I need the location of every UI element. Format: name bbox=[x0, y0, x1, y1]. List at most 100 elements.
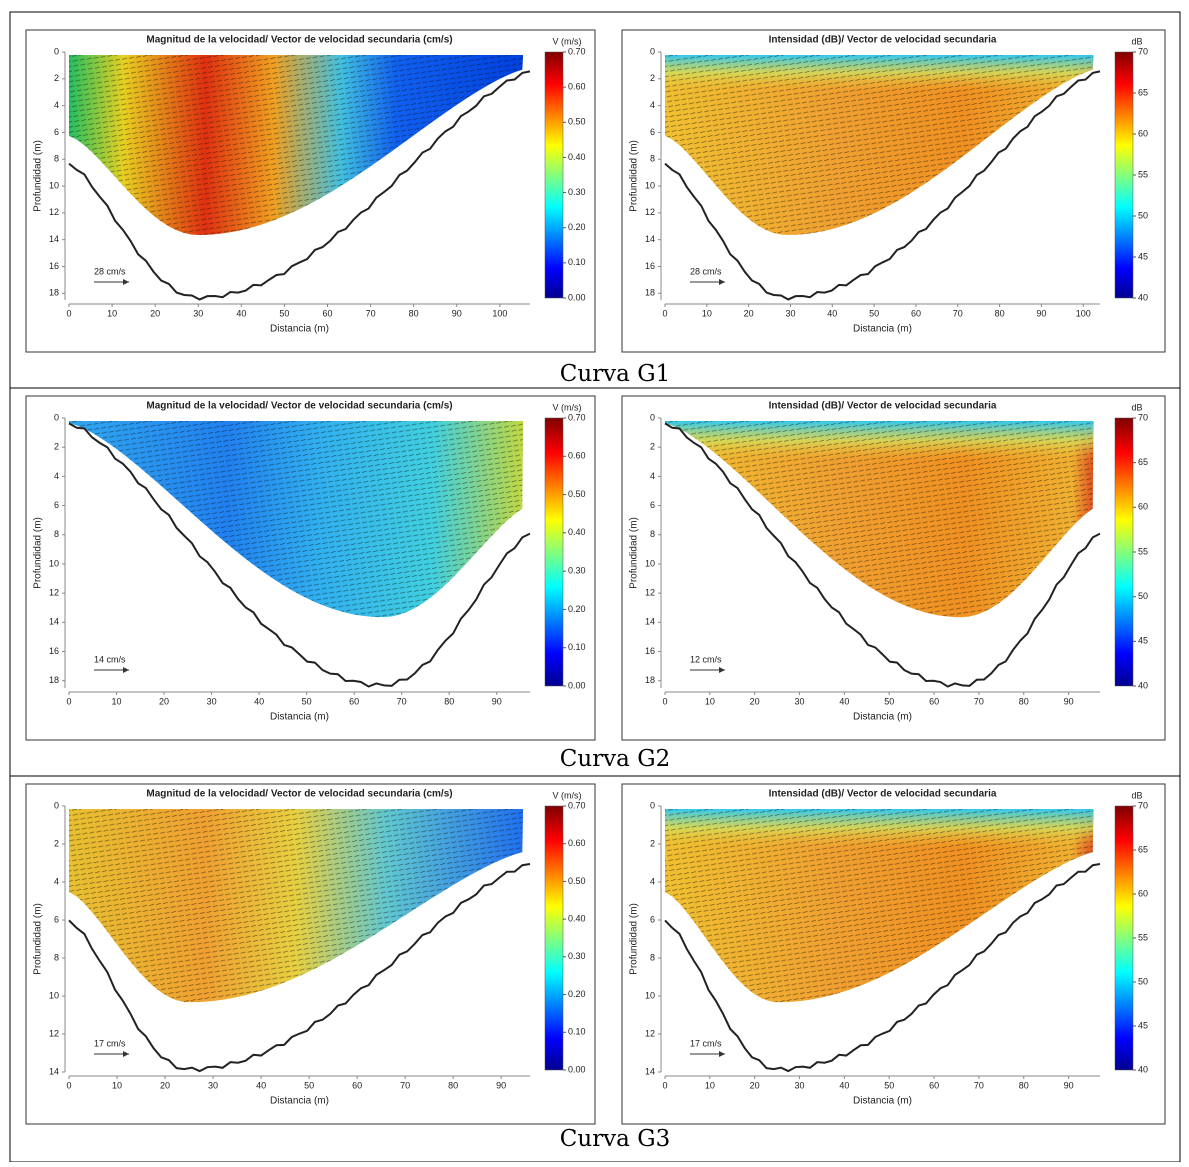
y-tick-label: 8 bbox=[650, 529, 655, 539]
vector-field bbox=[69, 809, 524, 1003]
y-tick-label: 6 bbox=[650, 500, 655, 510]
y-tick-label: 2 bbox=[54, 838, 59, 848]
x-tick-label: 50 bbox=[302, 696, 312, 706]
x-tick-label: 80 bbox=[444, 696, 454, 706]
y-tick-label: 2 bbox=[650, 442, 655, 452]
colorbar-label: V (m/s) bbox=[553, 790, 582, 800]
x-tick-label: 90 bbox=[1036, 308, 1046, 318]
x-tick-label: 40 bbox=[256, 1080, 266, 1090]
x-tick-label: 0 bbox=[66, 1080, 71, 1090]
y-tick-label: 14 bbox=[645, 1066, 655, 1076]
panel-title: Magnitud de la velocidad/ Vector de velo… bbox=[146, 35, 452, 46]
colorbar-tick-label: 0.00 bbox=[568, 292, 586, 302]
x-tick-label: 60 bbox=[349, 696, 359, 706]
x-tick-label: 70 bbox=[366, 308, 376, 318]
panel-title: Magnitud de la velocidad/ Vector de velo… bbox=[146, 789, 452, 800]
x-tick-label: 60 bbox=[929, 696, 939, 706]
panel-title: Magnitud de la velocidad/ Vector de velo… bbox=[146, 401, 452, 412]
x-tick-label: 30 bbox=[207, 696, 217, 706]
y-tick-label: 16 bbox=[645, 646, 655, 656]
y-tick-label: 8 bbox=[54, 952, 59, 962]
x-tick-label: 40 bbox=[839, 1080, 849, 1090]
scale-arrowhead bbox=[719, 667, 725, 673]
y-tick-label: 12 bbox=[49, 207, 59, 217]
y-tick-label: 4 bbox=[650, 100, 655, 110]
x-tick-label: 70 bbox=[397, 696, 407, 706]
caption: Curva G2 bbox=[560, 746, 670, 772]
colorbar-tick-label: 0.10 bbox=[568, 257, 586, 267]
y-tick-label: 14 bbox=[49, 1066, 59, 1076]
colorbar-tick-label: 0.20 bbox=[568, 222, 586, 232]
y-tick-label: 12 bbox=[645, 1028, 655, 1038]
x-tick-label: 0 bbox=[662, 1080, 667, 1090]
x-tick-label: 10 bbox=[705, 1080, 715, 1090]
vector-field bbox=[665, 809, 1094, 1003]
colorbar-tick-label: 40 bbox=[1138, 680, 1148, 690]
x-tick-label: 70 bbox=[974, 696, 984, 706]
caption: Curva G3 bbox=[560, 1126, 670, 1152]
x-tick-label: 100 bbox=[492, 308, 507, 318]
y-tick-label: 18 bbox=[645, 288, 655, 298]
colorbar bbox=[1114, 805, 1134, 1071]
colorbar-tick-label: 55 bbox=[1138, 169, 1148, 179]
colorbar-tick-label: 60 bbox=[1138, 502, 1148, 512]
y-tick-label: 12 bbox=[49, 588, 59, 598]
y-tick-label: 4 bbox=[54, 876, 59, 886]
y-tick-label: 12 bbox=[645, 588, 655, 598]
x-tick-label: 0 bbox=[66, 308, 71, 318]
y-tick-label: 0 bbox=[650, 800, 655, 810]
y-tick-label: 4 bbox=[54, 100, 59, 110]
colorbar-tick-label: 65 bbox=[1138, 87, 1148, 97]
colorbar-tick-label: 65 bbox=[1138, 457, 1148, 467]
y-tick-label: 14 bbox=[49, 617, 59, 627]
vector-field bbox=[69, 421, 524, 618]
y-tick-label: 10 bbox=[645, 180, 655, 190]
y-axis-label: Profundidad (m) bbox=[629, 517, 640, 589]
colorbar-tick-label: 0.30 bbox=[568, 951, 586, 961]
y-tick-label: 2 bbox=[650, 73, 655, 83]
colorbar-tick-label: 0.60 bbox=[568, 82, 586, 92]
colorbar-tick-label: 60 bbox=[1138, 888, 1148, 898]
bed-profile bbox=[664, 863, 1101, 1073]
y-tick-label: 14 bbox=[645, 617, 655, 627]
y-tick-label: 6 bbox=[54, 500, 59, 510]
bed-profile bbox=[68, 863, 531, 1073]
y-tick-label: 8 bbox=[650, 952, 655, 962]
colorbar-tick-label: 40 bbox=[1138, 1064, 1148, 1074]
colorbar-tick-label: 70 bbox=[1138, 412, 1148, 422]
vector-field bbox=[665, 55, 1094, 235]
x-tick-label: 20 bbox=[159, 696, 169, 706]
colorbar-tick-label: 65 bbox=[1138, 844, 1148, 854]
x-tick-label: 60 bbox=[911, 308, 921, 318]
y-tick-label: 2 bbox=[650, 838, 655, 848]
panel: Magnitud de la velocidad/ Vector de velo… bbox=[25, 395, 596, 741]
x-tick-label: 40 bbox=[839, 696, 849, 706]
y-tick-label: 18 bbox=[645, 675, 655, 685]
bed-profile bbox=[664, 422, 1101, 688]
y-axis-label: Profundidad (m) bbox=[33, 140, 44, 212]
x-tick-label: 50 bbox=[279, 308, 289, 318]
colorbar-tick-label: 0.00 bbox=[568, 1064, 586, 1074]
colorbar-tick-label: 70 bbox=[1138, 800, 1148, 810]
x-tick-label: 50 bbox=[304, 1080, 314, 1090]
x-tick-label: 20 bbox=[744, 308, 754, 318]
panel: Magnitud de la velocidad/ Vector de velo… bbox=[25, 783, 596, 1125]
y-tick-label: 0 bbox=[650, 46, 655, 56]
colorbar-tick-label: 55 bbox=[1138, 546, 1148, 556]
bed-profile bbox=[68, 70, 531, 301]
y-tick-label: 6 bbox=[650, 127, 655, 137]
scale-arrowhead bbox=[719, 1051, 725, 1057]
y-tick-label: 6 bbox=[54, 127, 59, 137]
x-tick-label: 50 bbox=[884, 696, 894, 706]
colorbar-tick-label: 0.50 bbox=[568, 117, 586, 127]
colorbar-tick-label: 60 bbox=[1138, 128, 1148, 138]
y-tick-label: 0 bbox=[650, 412, 655, 422]
y-tick-label: 14 bbox=[49, 234, 59, 244]
colorbar-tick-label: 0.20 bbox=[568, 604, 586, 614]
y-tick-label: 10 bbox=[645, 990, 655, 1000]
y-axis-label: Profundidad (m) bbox=[629, 140, 640, 212]
x-tick-label: 40 bbox=[827, 308, 837, 318]
colorbar-label: V (m/s) bbox=[553, 36, 582, 46]
colorbar-tick-label: 45 bbox=[1138, 1020, 1148, 1030]
